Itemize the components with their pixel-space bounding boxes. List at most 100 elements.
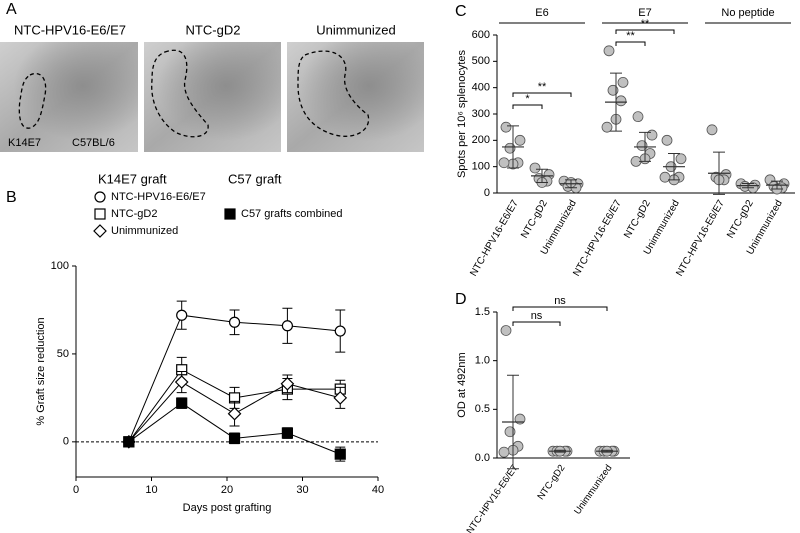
marker	[281, 320, 293, 332]
sd-bar	[554, 449, 566, 453]
x-tick-label: 0	[73, 484, 79, 496]
data-point	[617, 77, 629, 88]
data-point	[646, 129, 658, 141]
sd-bar	[565, 179, 577, 189]
data-point	[706, 124, 718, 136]
image-title: Unimmunized	[316, 22, 395, 37]
bracket	[512, 321, 561, 326]
y-tick-label: 0	[63, 436, 69, 448]
data-point	[498, 446, 510, 458]
x-tick-label: NTC-HPV16-E6/E7	[674, 198, 727, 278]
legend-label: Unimmunized	[111, 225, 178, 237]
y-tick-label: 500	[472, 55, 490, 67]
panel-label: C	[455, 3, 467, 20]
bracket	[615, 29, 675, 34]
group-label: E6	[535, 7, 548, 19]
sd-bar	[771, 180, 783, 190]
photo	[144, 42, 281, 152]
x-tick-label: NTC-gD2	[535, 463, 567, 502]
sd-bar	[536, 168, 548, 183]
x-tick-label: 10	[145, 484, 157, 496]
data-point	[498, 157, 510, 169]
marker	[333, 391, 348, 405]
sd-bar	[713, 151, 725, 195]
y-axis-label: % Graft size reduction	[35, 317, 47, 425]
y-tick-label: 0.5	[475, 403, 490, 415]
group-label: E7	[638, 7, 651, 19]
marker	[334, 325, 346, 337]
sd-bar	[601, 449, 613, 453]
bracket-label: *	[525, 93, 530, 105]
legend-marker	[93, 224, 107, 238]
x-tick-label: Unimmunized	[572, 463, 614, 517]
photo	[287, 42, 424, 152]
data-point	[601, 121, 613, 133]
image-title: NTC-HPV16-E6/E7	[14, 22, 126, 37]
x-tick-label: NTC-gD2	[622, 198, 653, 240]
panel-label: D	[455, 291, 467, 308]
bracket	[615, 41, 646, 46]
data-point	[500, 121, 512, 133]
marker	[280, 376, 295, 391]
photo-annotation: C57BL/6	[72, 137, 115, 149]
bracket	[512, 92, 572, 97]
legend-marker	[94, 208, 106, 220]
sd-bar	[507, 374, 519, 470]
x-tick-label: 20	[221, 484, 233, 496]
marker	[228, 316, 241, 328]
marker	[227, 406, 242, 421]
bracket	[512, 104, 543, 109]
data-point	[632, 111, 644, 123]
marker	[176, 309, 188, 321]
bracket-label: ns	[531, 310, 543, 322]
marker	[123, 436, 135, 448]
data-point	[661, 134, 673, 146]
photo-annotation: K14E7	[8, 137, 41, 149]
data-point	[659, 171, 671, 183]
x-axis-label: Days post grafting	[183, 502, 272, 514]
y-tick-label: 1.0	[475, 355, 490, 367]
bracket-label: ns	[554, 295, 566, 307]
legend-title: K14E7 graft	[98, 171, 167, 186]
bracket-label: **	[538, 81, 547, 93]
bracket-label: **	[626, 30, 635, 42]
legend-marker	[94, 191, 106, 203]
y-tick-label: 50	[57, 348, 69, 360]
sd-bar	[742, 183, 754, 189]
legend-label: NTC-gD2	[111, 208, 157, 220]
y-tick-label: 100	[51, 260, 69, 272]
bracket	[512, 306, 608, 311]
group-label: No peptide	[721, 7, 774, 19]
x-tick-label: NTC-HPV16-E6/E7	[571, 198, 624, 278]
marker	[174, 375, 189, 389]
y-tick-label: 400	[472, 82, 490, 94]
marker	[176, 397, 188, 409]
y-tick-label: 0.0	[475, 452, 490, 464]
data-point	[514, 134, 526, 146]
legend-marker	[224, 208, 236, 220]
sd-bar	[610, 72, 622, 132]
marker	[281, 427, 293, 439]
sd-bar	[668, 153, 680, 181]
y-tick-label: 600	[472, 29, 490, 41]
y-tick-label: 300	[472, 108, 490, 120]
data-point	[529, 162, 541, 174]
x-tick-label: NTC-HPV16-E6/E7	[468, 198, 521, 278]
y-tick-label: 100	[472, 161, 490, 173]
data-point	[603, 45, 615, 57]
data-point	[675, 153, 687, 165]
y-tick-label: 0	[484, 187, 490, 199]
sd-bar	[507, 125, 519, 169]
y-tick-label: 200	[472, 134, 490, 146]
legend-label: NTC-HPV16-E6/E7	[111, 191, 206, 203]
legend-label: C57 grafts combined	[241, 208, 343, 220]
x-tick-label: 40	[372, 484, 384, 496]
panel-label: B	[6, 189, 17, 206]
x-tick-label: NTC-gD2	[725, 198, 756, 240]
legend-title: C57 graft	[228, 171, 282, 186]
x-tick-label: NTC-gD2	[519, 198, 550, 240]
y-axis-label: OD at 492nm	[456, 352, 468, 417]
image-title: NTC-gD2	[186, 22, 241, 37]
x-tick-label: 30	[296, 484, 308, 496]
